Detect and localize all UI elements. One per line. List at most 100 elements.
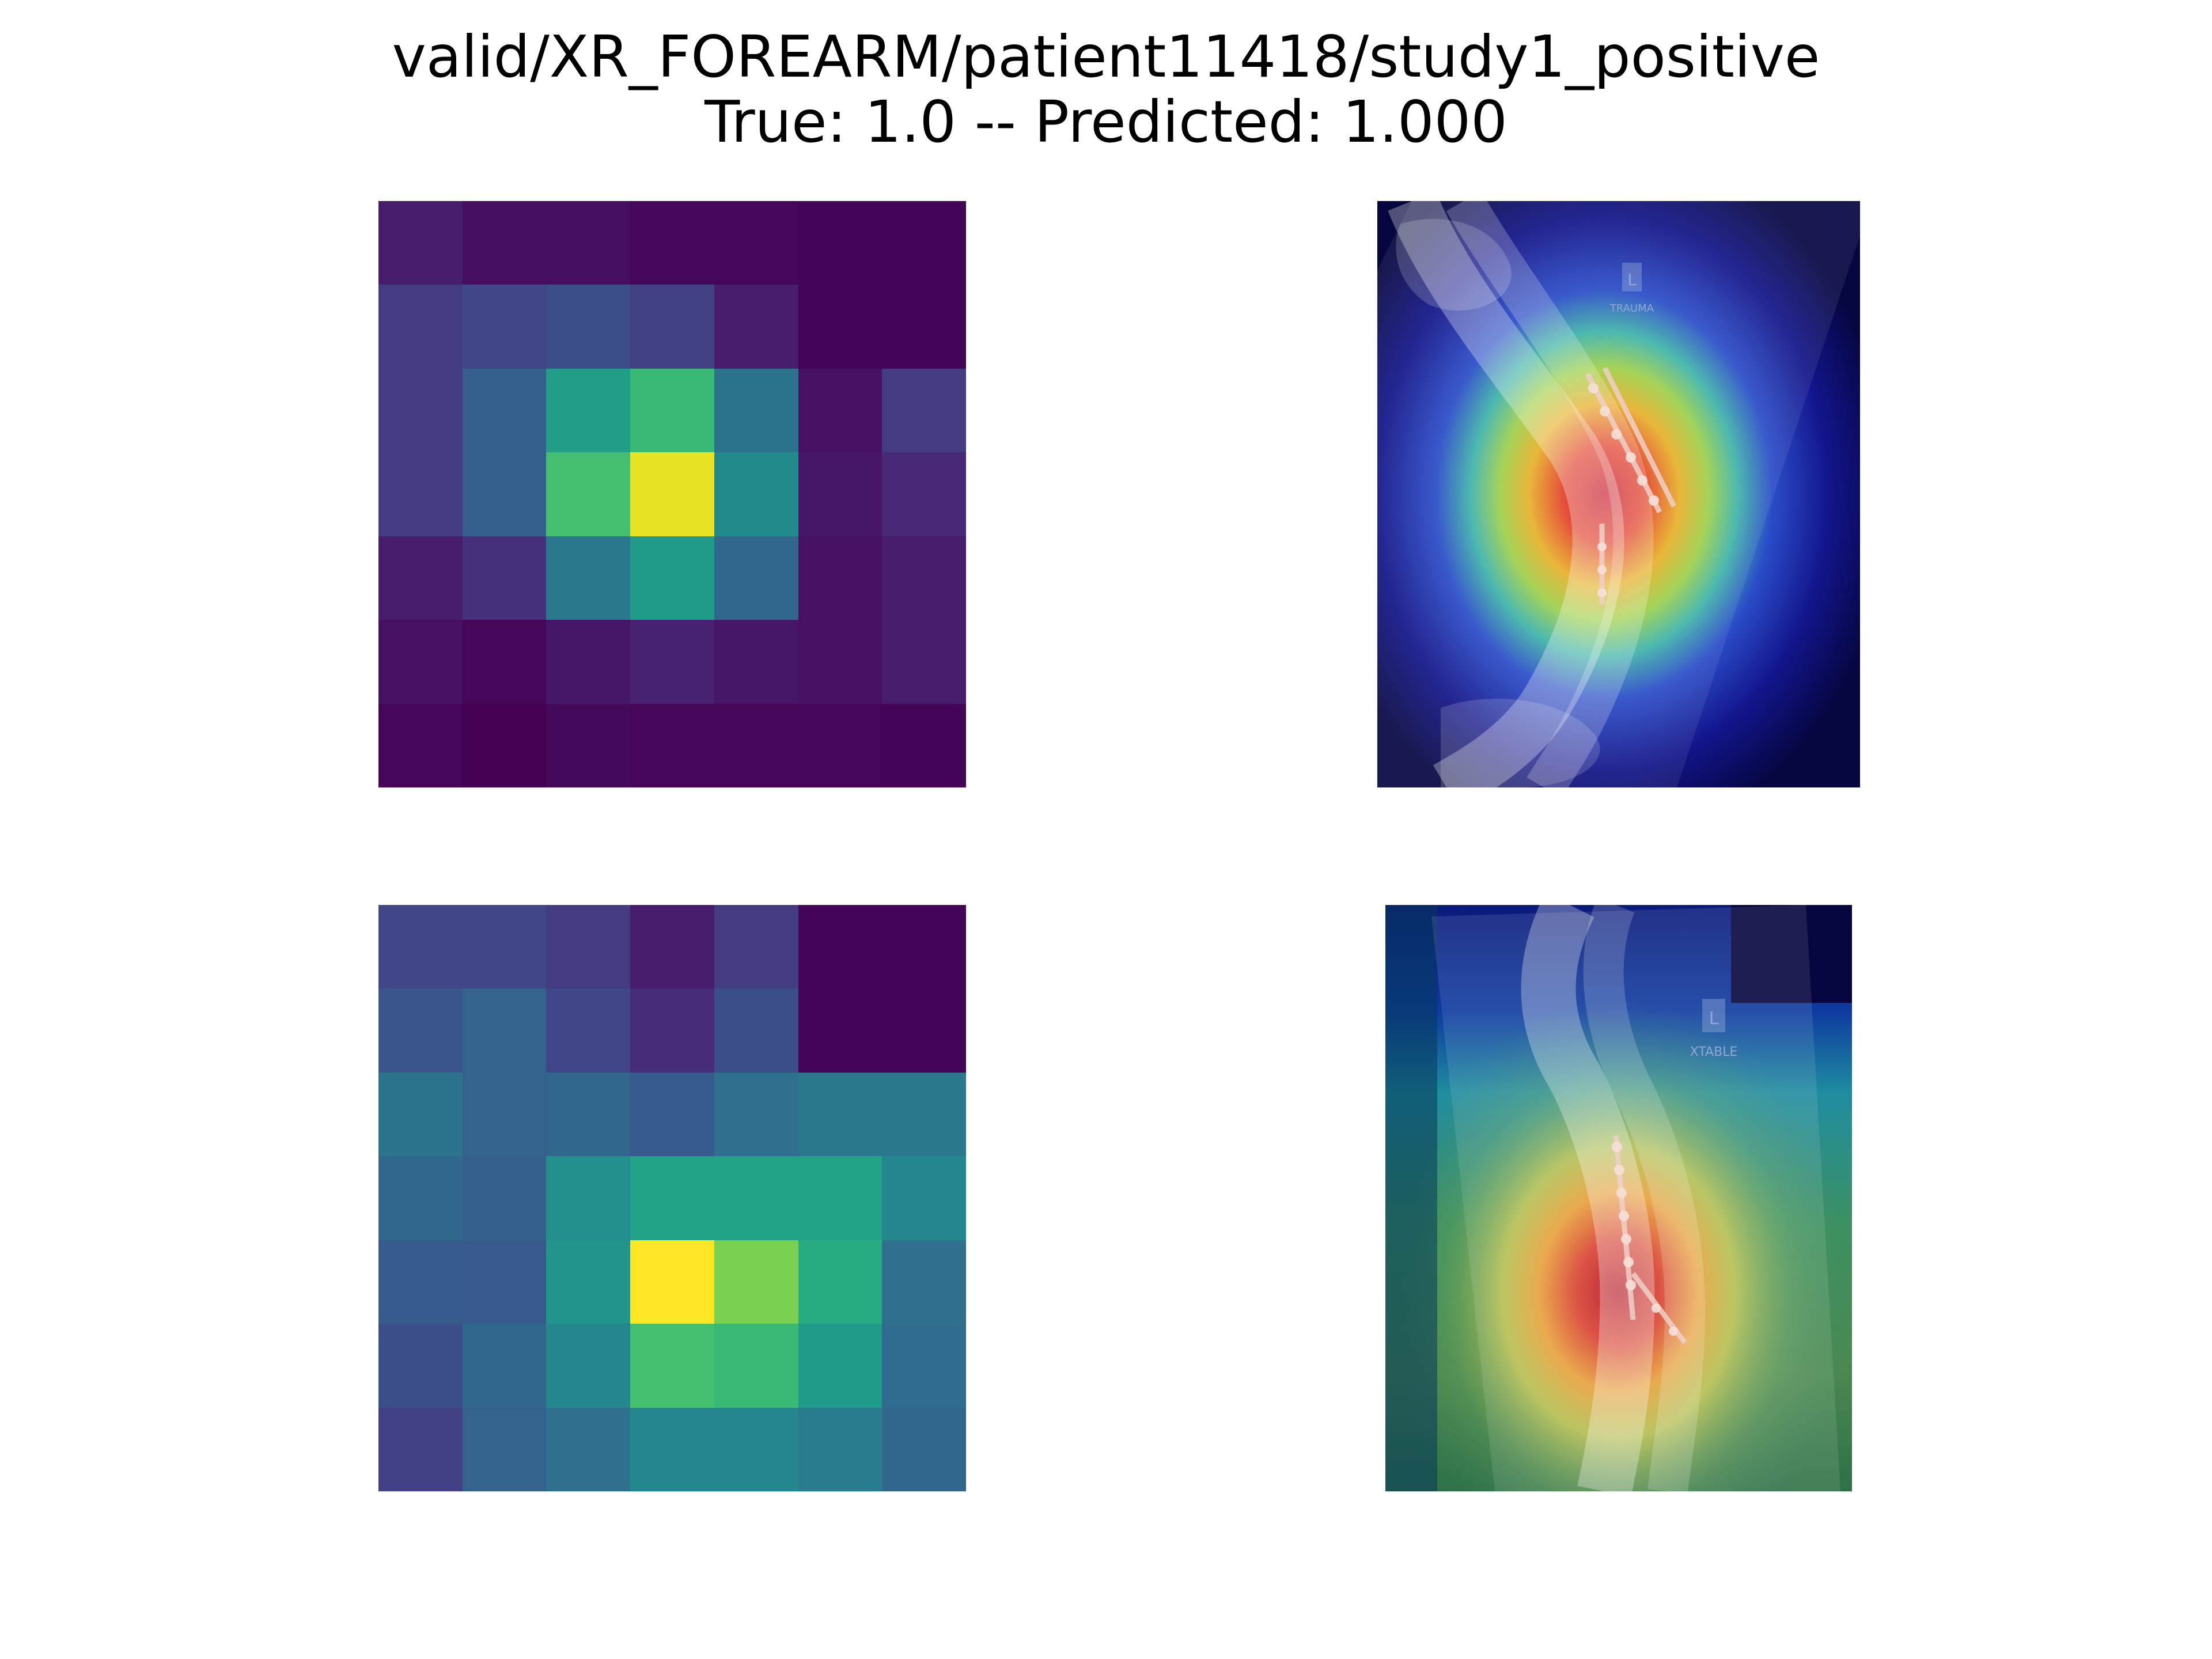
heatmap-cell-r2-c1 [462, 368, 547, 453]
heatmap-cell-r2-c4 [714, 1072, 798, 1157]
heatmap-cell-r5-c4 [714, 1324, 798, 1408]
heatmap-cell-r0-c0 [378, 201, 463, 285]
heatmap-cell-r3-c6 [882, 1156, 966, 1240]
heatmap-cell-r3-c0 [378, 452, 463, 536]
heatmap-cell-r0-c3 [630, 201, 714, 285]
heatmap-cell-r4-c1 [462, 1240, 547, 1324]
xray-marker-text-bottom: XTABLE [1690, 1045, 1738, 1059]
heatmap-cell-r5-c6 [882, 620, 966, 704]
heatmap-cell-r2-c5 [798, 368, 882, 453]
heatmap-cell-r2-c3 [630, 1072, 714, 1157]
xray-marker-letter-bottom: L [1709, 1009, 1719, 1029]
heatmap-cell-r4-c2 [546, 1240, 631, 1324]
heatmap-cell-r1-c3 [630, 988, 714, 1073]
figure-title-line-2: True: 1.0 -- Predicted: 1.000 [704, 88, 1508, 156]
heatmap-cell-r1-c2 [546, 988, 631, 1073]
heatmap-cell-r5-c5 [798, 620, 882, 704]
heatmap-cell-r0-c2 [546, 201, 631, 285]
xray-overlay-top-right: L TRAUMA [1377, 201, 1860, 787]
heatmap-cell-r2-c6 [882, 368, 966, 453]
heatmap-cell-r6-c0 [378, 703, 463, 787]
heatmap-cell-r6-c6 [882, 1407, 966, 1491]
heatmap-cell-r1-c3 [630, 285, 714, 369]
heatmap-cell-r1-c1 [462, 988, 547, 1073]
heatmap-cell-r3-c4 [714, 452, 798, 536]
heatmap-cell-r3-c0 [378, 1156, 463, 1240]
figure-title-line-1: valid/XR_FOREARM/patient11418/study1_pos… [392, 23, 1820, 90]
xray-marker-letter-top: L [1627, 270, 1637, 289]
heatmap-cell-r4-c6 [882, 536, 966, 620]
heatmap-cell-r4-c0 [378, 1240, 463, 1324]
heatmap-cell-r5-c4 [714, 620, 798, 704]
heatmap-cell-r0-c4 [714, 905, 798, 989]
heatmap-cell-r6-c3 [630, 1407, 714, 1491]
heatmap-cell-r5-c5 [798, 1324, 882, 1408]
heatmap-cell-r1-c4 [714, 285, 798, 369]
heatmap-cell-r2-c2 [546, 1072, 631, 1157]
heatmap-cell-r3-c1 [462, 1156, 547, 1240]
heatmap-top-left [378, 201, 966, 787]
heatmap-cell-r5-c1 [462, 1324, 547, 1408]
heatmap-cell-r6-c2 [546, 1407, 631, 1491]
heatmap-cell-r2-c3 [630, 368, 714, 453]
heatmap-cell-r5-c0 [378, 1324, 463, 1408]
heatmap-cell-r1-c4 [714, 988, 798, 1073]
heatmap-cell-r1-c5 [798, 285, 882, 369]
heatmap-cell-r5-c2 [546, 1324, 631, 1408]
heatmap-cell-r3-c1 [462, 452, 547, 536]
heatmap-cell-r0-c6 [882, 201, 966, 285]
heatmap-cell-r3-c5 [798, 452, 882, 536]
heatmap-cell-r4-c4 [714, 536, 798, 620]
heatmap-cell-r0-c2 [546, 905, 631, 989]
heatmap-cell-r5-c1 [462, 620, 547, 704]
heatmap-cell-r4-c3 [630, 1240, 714, 1324]
heatmap-cell-r0-c5 [798, 905, 882, 989]
heatmap-cell-r6-c4 [714, 1407, 798, 1491]
heatmap-cell-r5-c3 [630, 620, 714, 704]
heatmap-cell-r6-c5 [798, 1407, 882, 1491]
heatmap-cell-r6-c5 [798, 703, 882, 787]
heatmap-cell-r2-c1 [462, 1072, 547, 1157]
heatmap-bottom-left [378, 905, 966, 1491]
heatmap-cell-r1-c0 [378, 285, 463, 369]
heatmap-cell-r5-c2 [546, 620, 631, 704]
heatmap-cell-r1-c1 [462, 285, 547, 369]
heatmap-cell-r3-c3 [630, 452, 714, 536]
heatmap-cell-r0-c4 [714, 201, 798, 285]
heatmap-cell-r0-c5 [798, 201, 882, 285]
heatmap-cell-r6-c1 [462, 703, 547, 787]
xray-marker-text-top: TRAUMA [1609, 302, 1654, 315]
heatmap-cell-r5-c0 [378, 620, 463, 704]
heatmap-cell-r6-c0 [378, 1407, 463, 1491]
heatmap-cell-r1-c5 [798, 988, 882, 1073]
heatmap-cell-r1-c6 [882, 285, 966, 369]
heatmap-cell-r3-c2 [546, 1156, 631, 1240]
heatmap-cell-r1-c6 [882, 988, 966, 1073]
xray-overlay-bottom-image: L XTABLE [1385, 905, 1852, 1491]
heatmap-cell-r2-c0 [378, 368, 463, 453]
heatmap-cell-r2-c4 [714, 368, 798, 453]
xray-overlay-top-image: L TRAUMA [1377, 201, 1860, 787]
heatmap-cell-r4-c3 [630, 536, 714, 620]
heatmap-cell-r5-c3 [630, 1324, 714, 1408]
heatmap-cell-r6-c1 [462, 1407, 547, 1491]
heatmap-cell-r4-c4 [714, 1240, 798, 1324]
heatmap-cell-r0-c6 [882, 905, 966, 989]
heatmap-cell-r2-c2 [546, 368, 631, 453]
heatmap-cell-r6-c3 [630, 703, 714, 787]
heatmap-cell-r3-c4 [714, 1156, 798, 1240]
heatmap-cell-r6-c6 [882, 703, 966, 787]
heatmap-cell-r4-c5 [798, 536, 882, 620]
heatmap-cell-r4-c1 [462, 536, 547, 620]
heatmap-cell-r0-c0 [378, 905, 463, 989]
xray-overlay-bottom-right: L XTABLE [1385, 905, 1852, 1491]
heatmap-cell-r0-c3 [630, 905, 714, 989]
heatmap-cell-r3-c3 [630, 1156, 714, 1240]
heatmap-cell-r2-c6 [882, 1072, 966, 1157]
heatmap-cell-r0-c1 [462, 905, 547, 989]
heatmap-cell-r3-c6 [882, 452, 966, 536]
heatmap-cell-r5-c6 [882, 1324, 966, 1408]
heatmap-cell-r3-c5 [798, 1156, 882, 1240]
heatmap-cell-r4-c0 [378, 536, 463, 620]
heatmap-cell-r0-c1 [462, 201, 547, 285]
